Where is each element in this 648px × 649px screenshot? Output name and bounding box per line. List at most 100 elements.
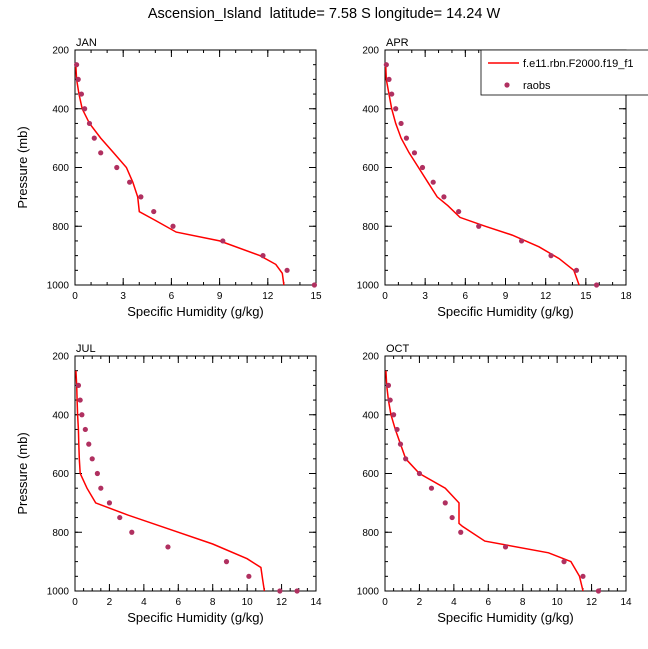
raobs-point bbox=[386, 76, 392, 82]
panel-label: OCT bbox=[386, 343, 410, 355]
raobs-point bbox=[595, 588, 602, 594]
raobs-point bbox=[106, 500, 113, 506]
raobs-point bbox=[94, 470, 100, 477]
raobs-point bbox=[502, 544, 509, 550]
x-tick-label: 2 bbox=[417, 597, 423, 608]
raobs-point bbox=[220, 238, 226, 244]
x-tick-label: 3 bbox=[422, 291, 428, 302]
raobs-point bbox=[260, 253, 266, 259]
x-tick-label: 12 bbox=[586, 597, 598, 608]
raobs-point bbox=[246, 573, 252, 579]
y-tick-label: 1000 bbox=[357, 587, 380, 598]
panel-oct: 0 2 4 6 8 10 12 14 200 400 600 800 1000 OCT Specific H… bbox=[357, 343, 632, 625]
x-tick-label: 3 bbox=[120, 291, 126, 302]
raobs-point bbox=[387, 397, 393, 403]
panel-jul: 0 2 4 6 8 10 12 14 200 400 600 800 1000 JUL Specific H… bbox=[15, 343, 322, 625]
x-tick-label: 8 bbox=[210, 597, 216, 608]
raobs-point bbox=[86, 120, 93, 127]
y-tick-label: 400 bbox=[52, 104, 69, 115]
raobs-point bbox=[77, 397, 83, 403]
y-tick-label: 800 bbox=[362, 528, 379, 539]
model-profile-line bbox=[75, 64, 285, 286]
y-tick-label: 1000 bbox=[357, 281, 380, 292]
y-axis-label: Pressure (mb) bbox=[15, 126, 30, 208]
raobs-point bbox=[79, 412, 85, 418]
x-tick-label: 0 bbox=[72, 291, 78, 302]
panel-label: JAN bbox=[76, 37, 97, 49]
raobs-point bbox=[573, 267, 580, 273]
x-axis-label: Specific Humidity (g/kg) bbox=[437, 610, 574, 625]
raobs-point bbox=[284, 267, 290, 273]
raobs-point bbox=[442, 500, 448, 506]
raobs-point bbox=[416, 470, 423, 477]
y-tick-label: 200 bbox=[362, 46, 379, 57]
raobs-point bbox=[391, 412, 397, 418]
x-tick-label: 10 bbox=[242, 597, 254, 608]
y-axis-label: Pressure (mb) bbox=[15, 432, 30, 514]
raobs-point bbox=[441, 194, 447, 200]
x-tick-label: 14 bbox=[310, 597, 322, 608]
y-tick-label: 800 bbox=[52, 222, 69, 233]
x-tick-label: 6 bbox=[176, 597, 182, 608]
x-tick-label: 6 bbox=[169, 291, 175, 302]
raobs-point bbox=[75, 76, 81, 82]
y-tick-label: 800 bbox=[362, 222, 379, 233]
legend-model-label: f.e11.rbn.F2000.f19_f1 bbox=[523, 58, 634, 70]
plot-frame bbox=[74, 355, 317, 592]
raobs-point bbox=[518, 238, 525, 244]
raobs-point bbox=[580, 573, 586, 579]
x-tick-label: 12 bbox=[276, 597, 288, 608]
raobs-point bbox=[170, 223, 176, 229]
raobs-point bbox=[75, 382, 82, 388]
raobs-point bbox=[86, 441, 92, 447]
panel-label: JUL bbox=[76, 343, 96, 355]
y-tick-label: 600 bbox=[52, 469, 69, 480]
x-tick-label: 14 bbox=[620, 597, 632, 608]
raobs-point bbox=[98, 150, 104, 156]
y-tick-label: 600 bbox=[362, 163, 379, 174]
raobs-point bbox=[548, 253, 554, 259]
raobs-point bbox=[456, 208, 462, 215]
raobs-point bbox=[561, 559, 567, 565]
raobs-point bbox=[114, 164, 120, 171]
raobs-point bbox=[393, 106, 399, 112]
x-tick-label: 10 bbox=[552, 597, 564, 608]
x-tick-label: 18 bbox=[620, 291, 632, 302]
raobs-point bbox=[398, 120, 404, 127]
raobs-point bbox=[476, 223, 482, 229]
x-tick-label: 15 bbox=[580, 291, 592, 302]
x-tick-label: 2 bbox=[107, 597, 113, 608]
raobs-point bbox=[129, 529, 135, 535]
x-tick-label: 12 bbox=[262, 291, 274, 302]
raobs-point bbox=[127, 179, 133, 185]
raobs-point bbox=[449, 514, 455, 521]
x-tick-label: 0 bbox=[72, 597, 78, 608]
x-tick-label: 4 bbox=[141, 597, 147, 608]
raobs-point bbox=[593, 282, 600, 288]
raobs-point bbox=[294, 588, 300, 594]
raobs-point bbox=[138, 194, 144, 200]
panel-label: APR bbox=[386, 37, 409, 49]
raobs-point bbox=[394, 426, 400, 433]
y-tick-label: 1000 bbox=[47, 281, 70, 292]
raobs-point bbox=[397, 441, 404, 447]
raobs-point bbox=[165, 544, 171, 550]
raobs-point bbox=[383, 62, 389, 68]
y-tick-label: 600 bbox=[52, 163, 69, 174]
raobs-point bbox=[430, 179, 436, 185]
x-tick-label: 8 bbox=[520, 597, 526, 608]
model-profile-line bbox=[385, 370, 584, 592]
chart-title: Ascension_Island latitude= 7.58 S longit… bbox=[147, 6, 501, 22]
raobs-point bbox=[117, 514, 123, 521]
raobs-point bbox=[403, 456, 409, 462]
raobs-point bbox=[311, 282, 317, 288]
y-tick-label: 600 bbox=[362, 469, 379, 480]
raobs-point bbox=[385, 382, 392, 388]
x-tick-label: 6 bbox=[463, 291, 469, 302]
raobs-point bbox=[428, 485, 435, 491]
x-tick-label: 0 bbox=[382, 291, 388, 302]
raobs-point bbox=[89, 456, 95, 462]
y-tick-label: 800 bbox=[52, 528, 69, 539]
